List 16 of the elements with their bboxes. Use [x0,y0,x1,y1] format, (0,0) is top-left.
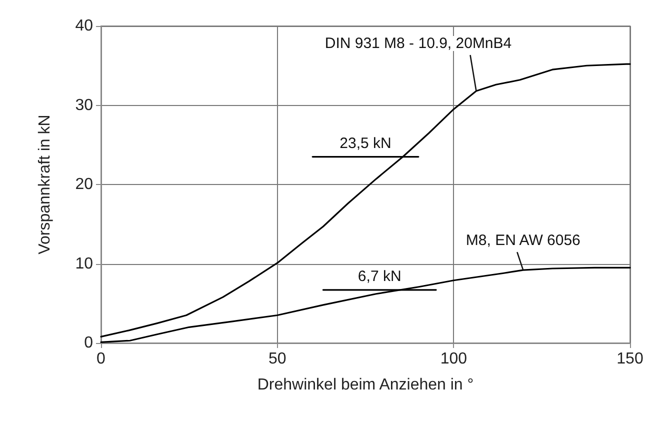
y-tick-label: 10 [75,255,94,272]
x-tick-label: 150 [616,350,644,368]
x-tick-label: 0 [96,350,106,368]
annotation: 23,5 kN [340,134,392,152]
series-label: DIN 931 M8 - 10.9, 20MnB4 [324,34,512,52]
y-tick-label: 20 [75,176,94,193]
line-series [100,63,631,338]
annotation: 6,7 kN [358,268,402,285]
y-tick-label: 30 [75,96,94,114]
series-label: M8, EN AW 6056 [466,232,580,250]
x-tick-label: 100 [440,350,468,368]
y-tick-label: 40 [75,18,94,34]
x-tick-label: 50 [268,350,286,368]
y-axis-title: Vorspannkraft in kN [36,114,54,254]
x-axis-title: Drehwinkel beim Anziehen in ° [257,376,474,394]
y-tick-label: 0 [84,334,94,352]
